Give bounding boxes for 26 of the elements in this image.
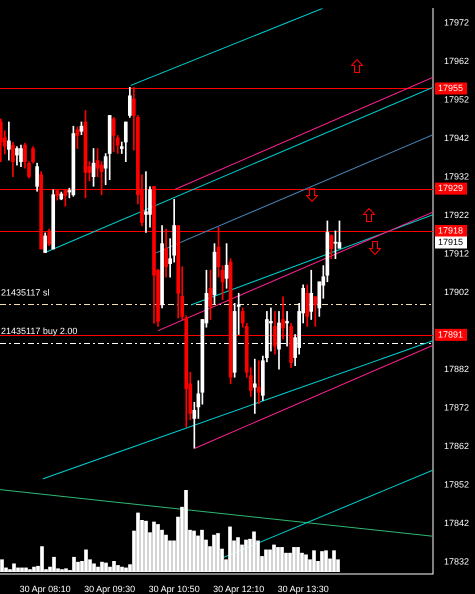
y-tick-label: 17922 (444, 210, 470, 220)
y-tick-label: 17932 (444, 172, 470, 182)
ref-line-label: 17891 (438, 329, 464, 340)
x-tick-label: 30 Apr 10:50 (148, 584, 200, 594)
ref-line-label: 17918 (438, 225, 464, 236)
y-tick-label: 17912 (444, 248, 470, 259)
y-tick-label: 17942 (444, 133, 470, 144)
ref-line-label: 17929 (438, 183, 464, 194)
ref-line-label: 21435117 sl (1, 288, 50, 298)
y-tick-label: 17862 (444, 441, 470, 452)
x-tick-label: 30 Apr 08:10 (20, 584, 71, 594)
x-tick-label: 30 Apr 09:30 (84, 584, 136, 594)
y-tick-label: 17902 (444, 287, 470, 298)
y-tick-label: 17832 (444, 556, 470, 567)
y-tick-label: 17952 (444, 94, 470, 105)
x-tick-label: 30 Apr 12:10 (213, 584, 264, 594)
ref-line-label: 21435117 buy 2.00 (1, 326, 78, 336)
y-tick-label: 17962 (444, 56, 470, 66)
y-tick-label: 17882 (444, 364, 470, 374)
y-tick-label: 17842 (444, 518, 470, 528)
y-tick-label: 17872 (444, 402, 470, 413)
x-tick-label: 30 Apr 13:30 (278, 584, 329, 594)
y-tick-label: 17972 (444, 18, 470, 28)
y-tick-label: 17852 (444, 480, 470, 490)
annotation: 17915 (438, 236, 464, 247)
ref-line-label: 17955 (438, 82, 464, 93)
